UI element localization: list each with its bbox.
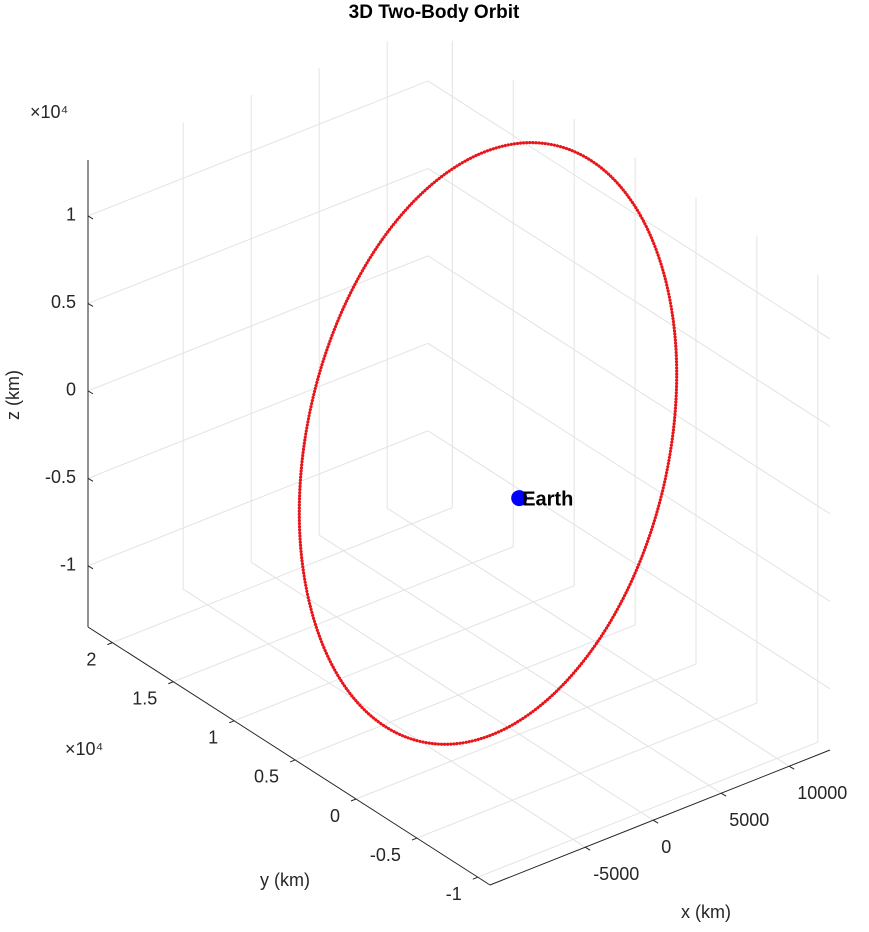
grid-line xyxy=(87,430,429,567)
tick-mark xyxy=(87,565,94,570)
z-exponent: ×10⁴ xyxy=(30,102,68,122)
grid-line xyxy=(355,663,697,800)
grid-line xyxy=(427,430,831,690)
grid-line xyxy=(416,702,758,839)
x-tick-label: 10000 xyxy=(797,783,847,803)
axis-line xyxy=(489,749,831,886)
tick-mark xyxy=(350,798,357,802)
axis-line xyxy=(87,626,491,886)
tick-mark xyxy=(472,876,479,880)
orbit-line xyxy=(297,141,679,746)
tick-mark xyxy=(584,846,591,851)
tick-mark xyxy=(87,390,94,395)
x-tick-label: 5000 xyxy=(729,810,769,830)
y-tick-label: 0.5 xyxy=(254,767,279,787)
tick-mark xyxy=(107,642,113,646)
grid-line xyxy=(173,546,514,683)
tick-mark xyxy=(289,759,296,763)
x-axis-label: x (km) xyxy=(681,902,731,922)
grid-line xyxy=(87,255,429,392)
z-tick-label: 0.5 xyxy=(51,292,76,312)
z-tick-label: -1 xyxy=(60,555,76,575)
y-tick-label: 1 xyxy=(208,728,218,748)
grid-line xyxy=(427,80,831,340)
y-tick-label: -1 xyxy=(446,884,462,904)
y-tick-label: 0 xyxy=(330,806,340,826)
tick-mark xyxy=(87,215,94,220)
grid-line xyxy=(318,534,722,794)
tick-mark xyxy=(87,302,94,307)
y-tick-label: 2 xyxy=(86,649,96,669)
tick-mark xyxy=(788,765,795,770)
x-tick-label: -5000 xyxy=(593,864,639,884)
grid-line xyxy=(386,507,790,767)
earth-marker xyxy=(511,490,528,507)
tick-mark xyxy=(228,720,235,724)
grid-line xyxy=(233,585,575,722)
grid-line xyxy=(182,588,586,848)
grid-line xyxy=(87,342,429,479)
grid-line xyxy=(87,80,429,217)
y-exponent: ×10⁴ xyxy=(65,739,103,759)
z-tick-label: -0.5 xyxy=(45,467,76,487)
grid-line xyxy=(427,342,831,602)
grid-line xyxy=(477,741,819,878)
grid-line xyxy=(427,168,831,427)
chart-title: 3D Two-Body Orbit xyxy=(349,2,520,23)
z-tick-label: 0 xyxy=(66,380,76,400)
grid-line xyxy=(427,255,831,515)
grid-line xyxy=(112,507,453,644)
y-axis-label: y (km) xyxy=(260,870,310,890)
tick-mark xyxy=(87,477,94,482)
tick-mark xyxy=(652,819,659,824)
x-tick-label: 0 xyxy=(661,837,671,857)
z-axis-label: z (km) xyxy=(3,370,23,420)
tick-mark xyxy=(411,837,418,841)
grid-line xyxy=(250,561,654,821)
y-tick-label: -0.5 xyxy=(370,845,401,865)
z-tick-label: 1 xyxy=(66,205,76,225)
grid-line xyxy=(87,167,429,304)
tick-mark xyxy=(168,681,174,685)
grid-line xyxy=(294,624,636,761)
y-tick-label: 1.5 xyxy=(132,688,157,708)
earth-label: Earth xyxy=(522,488,573,510)
tick-mark xyxy=(720,792,727,797)
